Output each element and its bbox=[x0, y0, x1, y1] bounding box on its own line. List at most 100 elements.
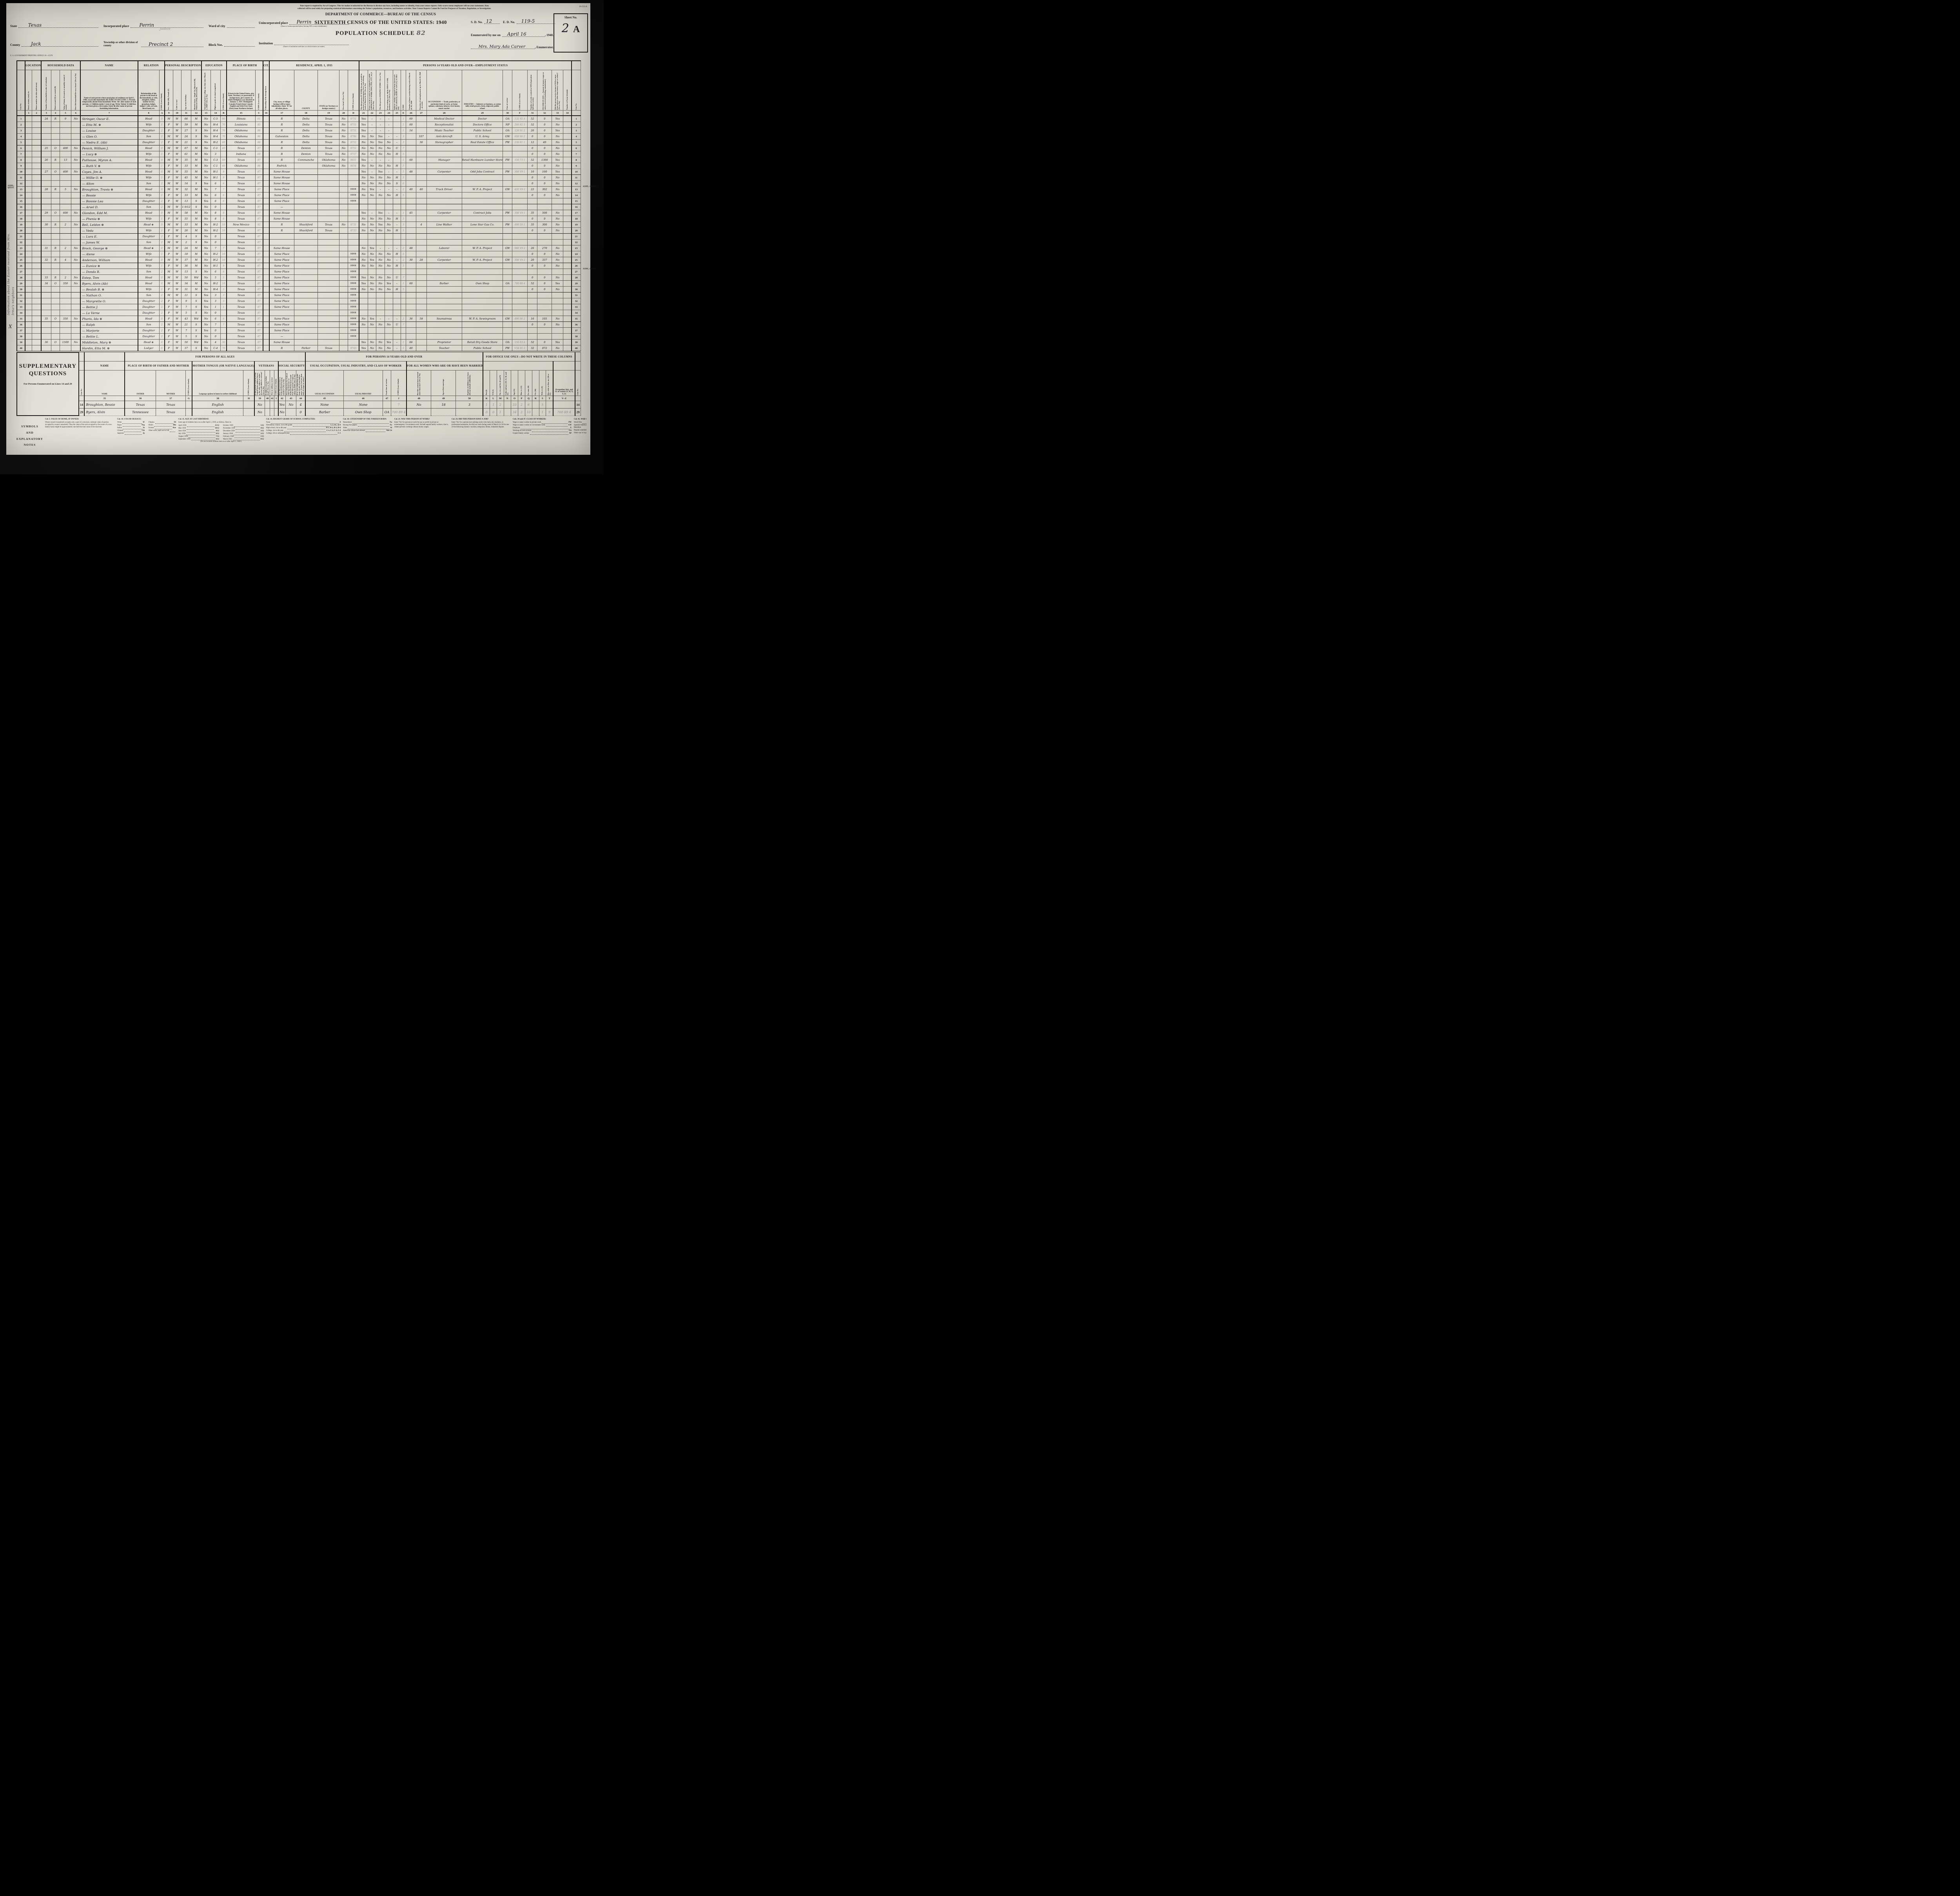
cell-line11-col-26 bbox=[406, 174, 416, 181]
cell-line40-col-9: F bbox=[164, 345, 173, 351]
cell-line27-col-20 bbox=[339, 269, 348, 275]
cell-line3-col-1 bbox=[25, 127, 32, 134]
cell-line37-col-7: — Marjorie bbox=[80, 327, 138, 334]
cell-line18-col-ln2: 18 bbox=[571, 216, 581, 222]
cell-line31-col-A: 2 bbox=[159, 292, 165, 298]
column-desc-val: Value of home, if owned, or monthly rent… bbox=[59, 70, 72, 111]
cell-line3-col-26: 14 bbox=[406, 127, 416, 134]
cell-line8-col-22: – bbox=[367, 157, 377, 163]
cell-line15-col-24 bbox=[384, 198, 394, 204]
cell-line4-col-30: GW bbox=[503, 133, 512, 140]
cell-line6-col-14: C-1 bbox=[210, 145, 221, 151]
note-pair: Wage or salary worker in Government work… bbox=[513, 424, 572, 427]
cell-line40-col-34 bbox=[563, 345, 572, 351]
column-number-5: 5 bbox=[59, 110, 72, 116]
cell-line29-col-18 bbox=[294, 280, 318, 287]
cell-line19-col-11: 33 bbox=[181, 222, 192, 228]
cell-line23-col-A: 0 bbox=[159, 245, 165, 251]
cell-line4-col-11: 24 bbox=[181, 133, 192, 140]
cell-line35-col-F: 496 06 2 bbox=[512, 316, 528, 322]
note-block-3: Col. 14. HIGHEST GRADE OF SCHOOL COMPLET… bbox=[266, 418, 341, 464]
cell-line23-col-3: 31 bbox=[41, 245, 52, 251]
cell-line16-col-ln: 16 bbox=[16, 204, 25, 210]
note-pair-label: March 1940 bbox=[223, 438, 232, 440]
schedule-row-line-36: 36— Ralph Son 2 M W 21 S No 7 7 Texas 87 Same Place X… bbox=[16, 321, 581, 328]
column-number-2: 2 bbox=[31, 110, 42, 116]
cell-line19-col-6: No bbox=[71, 222, 81, 228]
cell-line37-col-5 bbox=[59, 327, 72, 334]
cell-line33-col-32 bbox=[537, 304, 552, 310]
cell-line5-col-2 bbox=[31, 139, 42, 145]
cell-line18-col-1 bbox=[25, 216, 32, 222]
cell-line27-col-26 bbox=[406, 269, 416, 275]
cell-line14-col-R bbox=[532, 401, 539, 409]
cell-line7-col-31: 0 bbox=[527, 151, 538, 157]
census-sheet: Your report is required by Act of Congre… bbox=[6, 3, 596, 455]
column-number-45: 45 bbox=[305, 396, 344, 401]
dotted-leader bbox=[187, 425, 214, 427]
column-desc-ln2: Line No. bbox=[571, 70, 581, 111]
institution-label: Institution bbox=[259, 42, 273, 45]
cell-line20-col-8: Wife bbox=[137, 227, 160, 234]
cell-line17-col-11: 58 bbox=[181, 210, 192, 216]
cell-line8-col-18: Commanche bbox=[294, 157, 318, 163]
cell-line40-col-28: Teacher bbox=[426, 345, 462, 351]
column-number-19: 19 bbox=[318, 110, 340, 116]
cell-line3-col-5 bbox=[59, 127, 72, 134]
column-desc-cit: Citizenship of the foreign born bbox=[262, 70, 270, 111]
column-desc-farm: Does this household live on a farm? (Yes… bbox=[71, 70, 81, 111]
cell-line31-col-20 bbox=[339, 292, 348, 298]
note-pair-label: Other war or expedition bbox=[573, 432, 586, 434]
cell-line2-col-D: 8751 bbox=[347, 122, 359, 128]
cell-line31-col-5 bbox=[59, 292, 72, 298]
cell-line38-col-4 bbox=[51, 333, 60, 340]
cell-line15-col-22 bbox=[367, 198, 377, 204]
cell-line9-col-22: No bbox=[367, 163, 377, 169]
cell-line1-col-25 bbox=[393, 115, 401, 122]
population-schedule-area: Information about the Easter received fr… bbox=[7, 60, 596, 351]
column-desc-text-rel: Relationship of this person to the head … bbox=[140, 93, 158, 110]
note-block-1: Col. 10. COLOR OR RACE: White W Negro Neg Ind… bbox=[117, 418, 176, 464]
cell-line30-col-10: W bbox=[172, 286, 181, 292]
cell-line9-col-11: 33 bbox=[181, 163, 192, 169]
cell-line13-col-20 bbox=[339, 186, 348, 193]
column-desc-H: CODE (Leave blank) bbox=[243, 370, 255, 396]
cell-line37-col-E bbox=[400, 327, 407, 334]
note-block-2: Col. 11. AGE AT LAST BIRTHDAY: Enter age … bbox=[178, 418, 264, 464]
cell-line18-col-26 bbox=[406, 216, 416, 222]
cell-line11-col-32: 0 bbox=[537, 174, 552, 181]
cell-line38-col-31 bbox=[527, 333, 538, 340]
cell-line13-col-24: – bbox=[384, 186, 394, 193]
cell-line35-col-1 bbox=[25, 316, 32, 322]
cell-line36-col-A: 2 bbox=[159, 321, 165, 328]
cell-line5-col-19: Texas bbox=[318, 139, 340, 145]
column-group-location: LOCATION bbox=[25, 60, 42, 70]
cell-line37-col-14: 0 bbox=[210, 327, 221, 334]
cell-line14-col-34 bbox=[563, 192, 572, 198]
note-pair: College, 1st to 4th year C-1, C-2, C-3, C… bbox=[266, 430, 341, 432]
dotted-leader bbox=[189, 436, 215, 438]
cell-line4-col-4 bbox=[51, 133, 60, 140]
cell-line30-col-33: No bbox=[552, 286, 564, 292]
cell-line21-col-7: — Lura E. bbox=[80, 233, 138, 240]
note-pair: May 1939 10/12 bbox=[178, 427, 219, 430]
column-desc-text-hrs: Number of hours worked during week of Ma… bbox=[408, 73, 413, 110]
column-number-10: 10 bbox=[172, 110, 181, 116]
column-desc-text-E: CODE bbox=[402, 104, 404, 110]
cell-line39-col-31: 52 bbox=[527, 339, 538, 345]
cell-line23-col-14: 7 bbox=[210, 245, 221, 251]
cell-line19-col-9: M bbox=[164, 222, 173, 228]
cell-line10-col-32: 160 bbox=[537, 169, 552, 175]
cell-line34-col-C: 87 bbox=[255, 310, 263, 316]
cell-line33-col-F bbox=[512, 304, 528, 310]
cell-line33-col-22 bbox=[367, 304, 377, 310]
cell-line20-col-19: Texas bbox=[318, 227, 340, 234]
cell-line23-col-19 bbox=[318, 245, 340, 251]
cell-line29-col-B: 10 bbox=[220, 280, 227, 287]
cell-line27-col-ln2: 27 bbox=[571, 269, 581, 275]
cell-line20-col-33: No bbox=[552, 227, 564, 234]
cell-line29-col-42: No bbox=[278, 408, 286, 416]
schedule-row-line-12: 12— Alton Son 2 M W 14 S Yes 6 6 Texas 87 Same House… bbox=[16, 180, 581, 187]
cell-line15-col-12: S bbox=[191, 198, 202, 204]
column-desc-A: CODE (Leave blank) bbox=[159, 70, 165, 111]
